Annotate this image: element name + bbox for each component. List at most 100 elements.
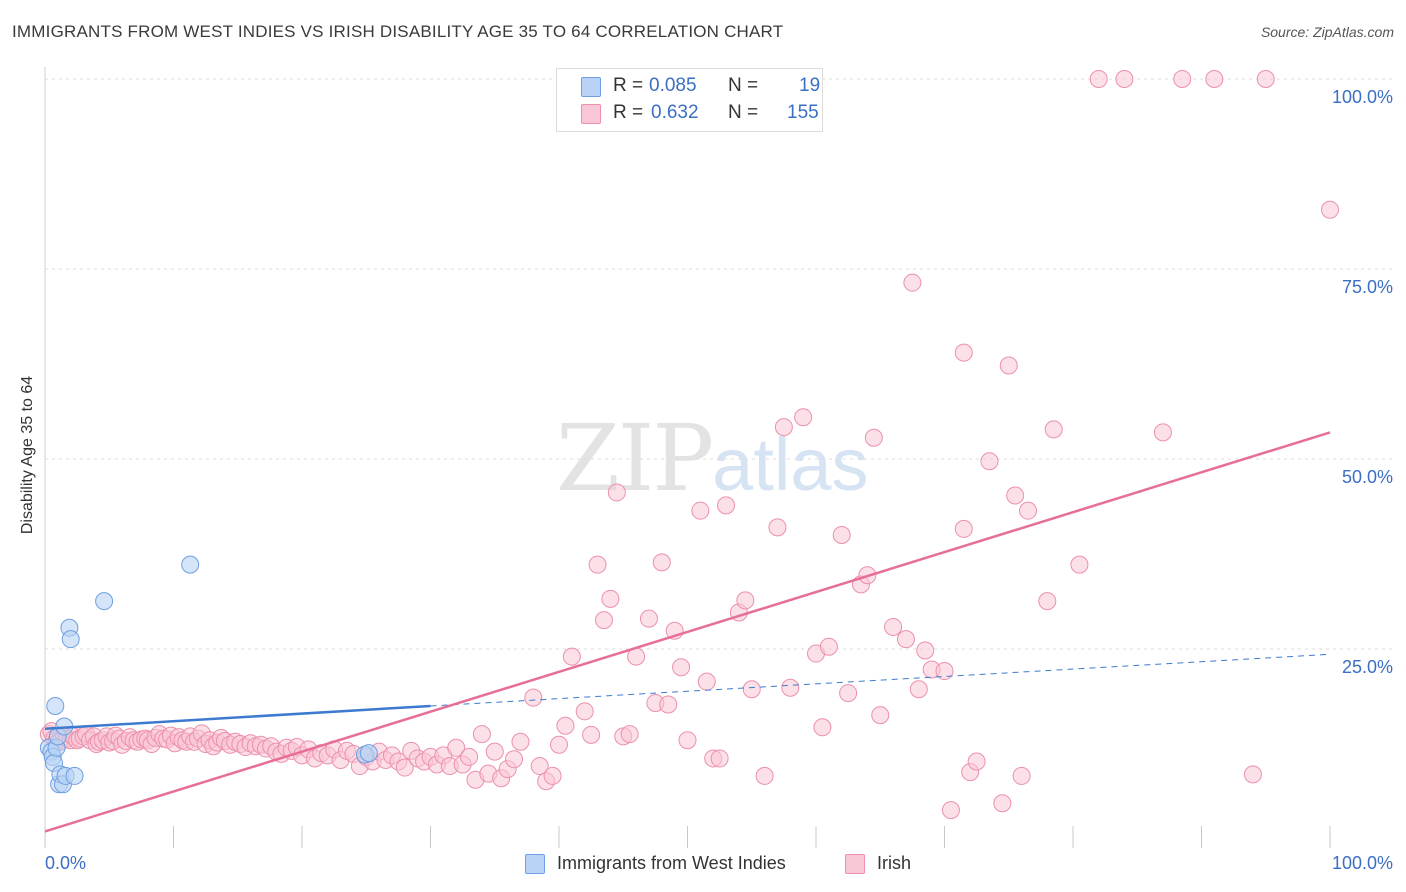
- data-point-irish: [472, 725, 491, 744]
- legend-r-label: R =: [613, 75, 644, 96]
- watermark: ZIPatlas: [556, 405, 868, 512]
- legend-swatch-irish: [581, 104, 601, 124]
- data-point-irish: [1089, 70, 1108, 88]
- trendline-irish: [44, 431, 1331, 833]
- data-point-irish: [550, 735, 568, 754]
- data-point-irish: [530, 757, 549, 776]
- data-point-irish: [774, 418, 793, 437]
- data-point-irish: [672, 658, 691, 677]
- data-point-irish: [511, 732, 530, 751]
- data-point-irish: [954, 519, 973, 538]
- data-point-irish: [1243, 765, 1262, 784]
- data-point-west-indies: [95, 592, 114, 611]
- bottom-legend-label: Irish: [877, 853, 912, 873]
- x-tick-label: 0.0%: [45, 853, 86, 873]
- y-tick-label: 75.0%: [1342, 277, 1393, 297]
- data-point-irish: [954, 343, 973, 362]
- data-point-irish: [447, 738, 466, 757]
- data-point-irish: [505, 750, 524, 769]
- source-label: Source: ZipAtlas.com: [1260, 24, 1394, 40]
- data-point-irish: [1006, 486, 1025, 505]
- data-point-irish: [562, 647, 581, 666]
- trendline-west-indies: [44, 704, 431, 731]
- bottom-legend-swatch-irish: [845, 854, 865, 874]
- data-point-west-indies: [65, 766, 84, 785]
- data-point-irish: [678, 731, 697, 750]
- data-point-west-indies: [181, 555, 200, 574]
- data-point-irish: [768, 518, 787, 537]
- bottom-legend-swatch-west-indies: [525, 854, 545, 874]
- correlation-legend: R = 0.085 N = 19 R = 0.632 N = 155: [556, 68, 823, 132]
- data-point-irish: [620, 725, 639, 744]
- data-point-irish: [884, 617, 903, 636]
- data-point-irish: [903, 273, 922, 292]
- legend-r-label: R =: [613, 102, 644, 123]
- data-point-irish: [594, 611, 613, 630]
- data-point-irish: [819, 637, 838, 656]
- data-point-irish: [485, 742, 504, 761]
- data-point-irish: [980, 452, 999, 471]
- data-point-irish: [832, 526, 851, 544]
- data-point-irish: [710, 749, 729, 768]
- data-point-irish: [639, 609, 658, 628]
- watermark-atlas: atlas: [712, 423, 869, 506]
- data-point-irish: [736, 591, 755, 610]
- data-point-west-indies: [46, 697, 65, 715]
- data-point-irish: [582, 725, 601, 744]
- data-point-irish: [839, 684, 858, 703]
- legend-n-label: N =: [728, 75, 759, 96]
- legend-swatch-west-indies: [581, 77, 601, 97]
- data-point-irish: [1205, 70, 1224, 88]
- data-point-irish: [742, 680, 761, 699]
- data-point-irish: [1070, 555, 1089, 574]
- data-point-irish: [941, 801, 960, 820]
- data-point-irish: [659, 695, 678, 714]
- legend-r-value: 0.632: [651, 102, 699, 123]
- data-point-irish: [871, 706, 890, 725]
- data-point-irish: [993, 794, 1012, 813]
- data-point-irish: [588, 555, 607, 574]
- data-point-irish: [652, 553, 671, 572]
- data-point-irish: [916, 641, 935, 660]
- x-tick-label: 100.0%: [1332, 853, 1393, 873]
- data-point-irish: [1153, 423, 1172, 442]
- data-point-irish: [935, 662, 954, 681]
- y-tick-label: 50.0%: [1342, 467, 1393, 487]
- data-point-west-indies: [61, 630, 80, 649]
- data-point-irish: [1321, 200, 1339, 219]
- data-point-irish: [717, 496, 736, 515]
- data-point-irish: [794, 408, 813, 427]
- trendline-west-indies-extension: [430, 653, 1331, 707]
- legend-r-value: 0.085: [649, 75, 697, 96]
- data-point-irish: [1038, 592, 1057, 611]
- data-point-irish: [1019, 501, 1038, 520]
- data-point-irish: [1256, 70, 1275, 88]
- legend-n-value: 155: [787, 102, 819, 123]
- data-point-irish: [524, 688, 543, 707]
- data-point-irish: [967, 752, 986, 771]
- data-point-irish: [781, 678, 800, 697]
- chart-title: IMMIGRANTS FROM WEST INDIES VS IRISH DIS…: [12, 22, 784, 41]
- legend-n-label: N =: [728, 102, 759, 123]
- data-point-irish: [601, 589, 620, 608]
- data-point-west-indies: [359, 744, 378, 763]
- data-point-irish: [755, 766, 774, 785]
- y-tick-label: 25.0%: [1342, 657, 1393, 677]
- data-point-irish: [697, 672, 716, 691]
- data-point-irish: [909, 680, 928, 699]
- data-point-irish: [575, 702, 594, 721]
- data-point-irish: [460, 747, 479, 766]
- data-point-irish: [543, 766, 562, 785]
- data-point-irish: [864, 428, 883, 447]
- data-point-irish: [1012, 766, 1031, 785]
- data-point-irish: [896, 630, 915, 649]
- y-tick-label: 100.0%: [1332, 87, 1393, 107]
- legend-n-value: 19: [799, 75, 821, 96]
- data-point-irish: [1044, 420, 1063, 439]
- data-point-irish: [556, 716, 575, 735]
- data-point-irish: [691, 501, 710, 520]
- data-point-irish: [999, 356, 1018, 375]
- data-point-irish: [1115, 70, 1134, 88]
- data-point-irish: [813, 718, 832, 737]
